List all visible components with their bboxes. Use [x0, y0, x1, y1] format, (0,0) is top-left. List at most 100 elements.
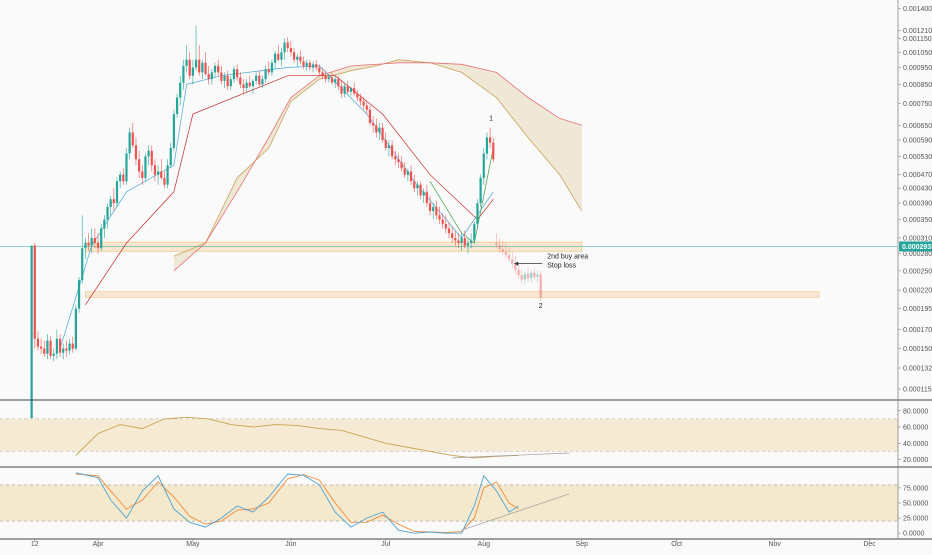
candle [334, 75, 337, 89]
candle-body [270, 62, 274, 73]
candle [318, 64, 321, 76]
candle [432, 203, 435, 220]
stoch-tick-label: 0.0000 [903, 531, 925, 538]
candle [55, 329, 59, 360]
candle-body [476, 203, 479, 224]
time-tick-label: Nov [768, 541, 781, 548]
annotation-stop-loss: Stop loss [547, 263, 576, 270]
candle-body [153, 165, 157, 175]
candle-body [81, 248, 84, 281]
candle-body [220, 72, 223, 81]
candle [194, 25, 198, 71]
candle [106, 203, 109, 229]
candle [457, 233, 460, 249]
candle [138, 150, 141, 178]
candle [52, 348, 55, 362]
candle [122, 168, 125, 185]
candle-body [425, 191, 428, 204]
candle-body [185, 59, 188, 66]
candle-body [422, 191, 425, 196]
candle-body [52, 353, 55, 356]
time-tick-label: Sep [576, 541, 589, 548]
rsi-trendline [452, 452, 570, 459]
time-tick-label: Dec [863, 541, 876, 548]
candle [416, 181, 419, 196]
candle-body [93, 238, 96, 244]
candle [81, 215, 84, 284]
candle [58, 334, 62, 357]
candle-body [441, 219, 444, 224]
candle [368, 105, 372, 126]
candle [409, 165, 413, 185]
candle-body [390, 145, 394, 157]
candle [245, 79, 248, 92]
ichimoku-span-b [173, 62, 582, 272]
candle-body [144, 156, 147, 178]
candle [150, 145, 153, 172]
candle-body [112, 199, 115, 204]
candle-body [539, 274, 542, 298]
candle [175, 93, 179, 119]
candle [163, 171, 166, 189]
candle-body [447, 228, 451, 234]
candle-body [387, 145, 391, 148]
candle [444, 215, 447, 234]
candle [330, 72, 334, 85]
candle [109, 195, 112, 216]
candle-body [457, 240, 460, 244]
current-price-label: 0.0002933 [902, 244, 932, 251]
candle [476, 199, 479, 229]
rsi-band [0, 418, 898, 452]
stoch-trendline [461, 493, 570, 531]
candle [302, 56, 305, 70]
candle [479, 174, 482, 208]
candle [39, 338, 43, 354]
candle [264, 65, 267, 83]
candle-body [160, 171, 163, 178]
candle-body [210, 72, 213, 80]
candle [198, 45, 201, 76]
projected-candle [536, 270, 539, 283]
candle-body [308, 62, 311, 68]
rsi-line [75, 416, 519, 459]
candle-body [523, 273, 526, 280]
candle [460, 233, 463, 251]
candle-body [106, 207, 109, 220]
candle-body [454, 238, 457, 241]
candle [451, 226, 454, 244]
candle [422, 188, 425, 204]
candle-body [533, 272, 536, 277]
projected-candle [495, 233, 498, 249]
conversion-line [59, 65, 494, 349]
candle-body [258, 75, 261, 85]
candle-body [226, 75, 229, 87]
candle-body [327, 77, 330, 80]
candle [96, 233, 100, 254]
candle [84, 238, 87, 260]
candle [286, 37, 289, 53]
current-price-tag [899, 241, 932, 252]
candle-body [55, 338, 59, 354]
candle-body [261, 79, 264, 85]
candle-body [311, 64, 315, 68]
candle-body [58, 338, 62, 353]
candle-body [368, 109, 372, 123]
candle-body [362, 101, 365, 106]
candle-body [87, 243, 90, 246]
candle-body [406, 171, 410, 175]
candle-body [264, 69, 267, 80]
candle-body [255, 75, 258, 81]
candle [435, 201, 438, 220]
